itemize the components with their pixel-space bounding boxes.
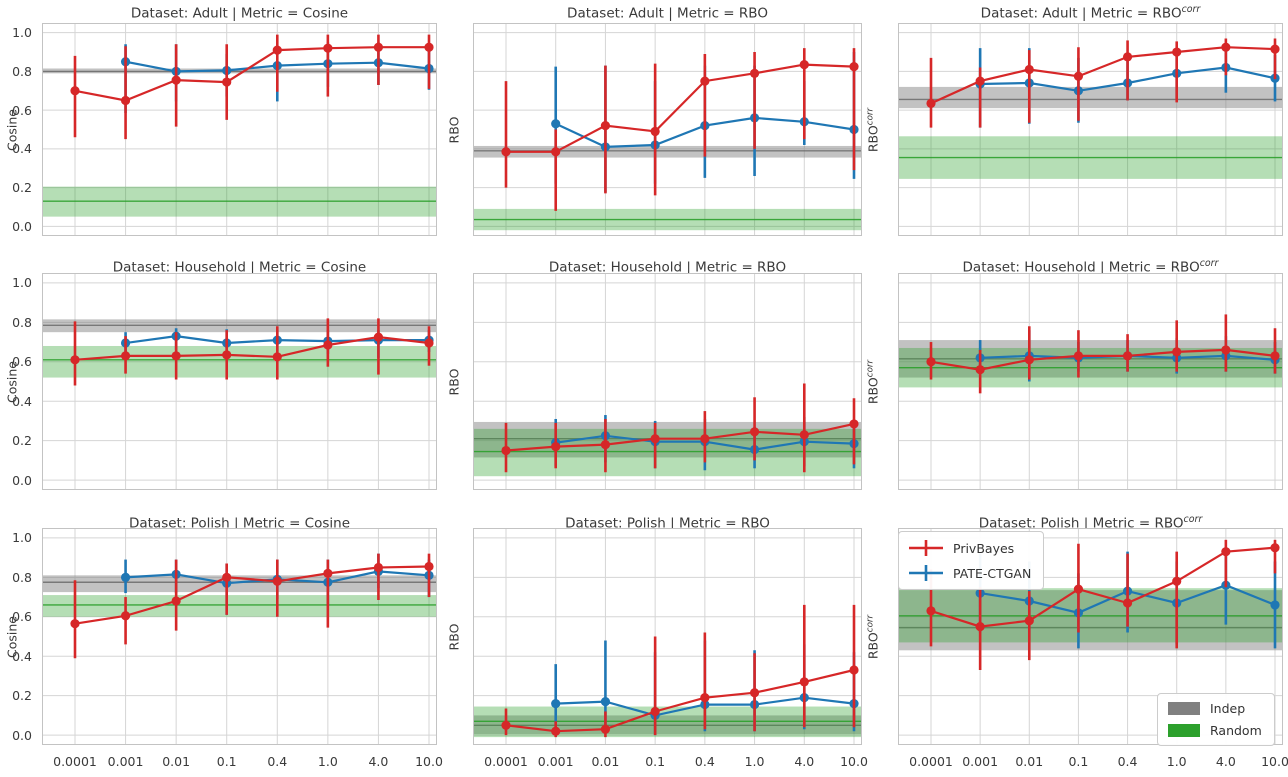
- x-tick-label: 0.4: [1117, 754, 1138, 769]
- x-tick-label: 0.0001: [53, 754, 97, 769]
- x-tick-label: 4.0: [368, 754, 389, 769]
- plot-title: Dataset: Polish | Metric = RBO: [565, 515, 770, 532]
- series-legend: PrivBayes PATE-CTGAN: [898, 531, 1045, 590]
- y-axis-label: RBO: [446, 623, 462, 650]
- y-axis-label: RBOcorr: [865, 359, 881, 404]
- plot-area-adult-cosine: [42, 23, 437, 236]
- x-tick-label: 1.0: [744, 754, 765, 769]
- random-swatch: [1168, 724, 1200, 737]
- plot-title: Dataset: Polish | Metric = Cosine: [128, 515, 351, 532]
- plot-area-household-rbo: [473, 273, 862, 490]
- subplot-household-rbo: Dataset: Household | Metric = RBO RBO: [440, 250, 865, 510]
- legend-label-privbayes: PrivBayes: [953, 540, 1015, 556]
- x-tick-label: 1.0: [317, 754, 338, 769]
- legend-item-privbayes: PrivBayes: [909, 539, 1031, 557]
- y-tick-label: 0.0: [12, 472, 32, 488]
- y-tick-labels: 1.0 0.8 0.6 0.4 0.2 0.0: [0, 528, 40, 745]
- plot-title: Dataset: Adult | Metric = RBOcorr: [980, 4, 1201, 22]
- y-tick-label: 1.0: [12, 275, 32, 291]
- x-tick-label: 0.001: [537, 754, 574, 769]
- x-tick-label: 0.0001: [484, 754, 528, 769]
- plot-title: Dataset: Household | Metric = RBOcorr: [962, 258, 1219, 276]
- x-tick-label: 0.001: [962, 754, 999, 769]
- y-tick-label: 0.2: [12, 433, 32, 449]
- subplot-polish-rbo-corr: Dataset: Polish | Metric = RBOcorr RBOco…: [865, 510, 1288, 777]
- x-tick-label: 10.0: [1261, 754, 1288, 769]
- x-tick-label: 0.01: [1015, 754, 1044, 769]
- x-tick-labels: 0.0001 0.001 0.01 0.1 0.4 1.0 4.0 10.0: [42, 754, 443, 776]
- plot-area-polish-cosine: [42, 528, 437, 745]
- legend-item-random: Random: [1168, 723, 1262, 738]
- legend-item-indep: Indep: [1168, 701, 1262, 716]
- x-tick-label: 0.4: [694, 754, 715, 769]
- x-tick-label: 4.0: [1215, 754, 1236, 769]
- x-tick-label: 10.0: [415, 754, 443, 769]
- legend-label-indep: Indep: [1210, 701, 1246, 716]
- x-tick-label: 0.4: [267, 754, 288, 769]
- subplot-adult-cosine: Dataset: Adult | Metric = Cosine Cosine …: [0, 0, 440, 250]
- x-tick-label: 0.01: [591, 754, 620, 769]
- pate-ctgan-errorbar-icon: [909, 565, 943, 581]
- plot-title: Dataset: Household | Metric = RBO: [548, 259, 787, 276]
- x-tick-labels: 0.0001 0.001 0.01 0.1 0.4 1.0 4.0 10.0: [473, 754, 868, 776]
- plot-area-household-cosine: [42, 273, 437, 490]
- x-tick-label: 0.01: [162, 754, 191, 769]
- y-tick-label: 0.6: [12, 102, 32, 118]
- x-tick-label: 10.0: [840, 754, 868, 769]
- x-tick-label: 0.1: [216, 754, 237, 769]
- plot-area-adult-rbo: [473, 23, 862, 236]
- y-tick-label: 0.4: [12, 141, 32, 157]
- y-tick-label: 0.2: [12, 180, 32, 196]
- y-axis-label: RBOcorr: [865, 614, 881, 659]
- y-tick-labels: 1.0 0.8 0.6 0.4 0.2 0.0: [0, 273, 40, 490]
- y-axis-label: RBOcorr: [865, 107, 881, 152]
- plot-title: Dataset: Adult | Metric = RBO: [567, 5, 768, 22]
- subplot-household-cosine: Dataset: Household | Metric = Cosine Cos…: [0, 250, 440, 510]
- y-tick-label: 0.8: [12, 63, 32, 79]
- y-tick-label: 0.2: [12, 688, 32, 704]
- plot-area-household-rbo-corr: [898, 273, 1283, 490]
- x-tick-labels: 0.0001 0.001 0.01 0.1 0.4 1.0 4.0 10.0: [898, 754, 1288, 776]
- subplot-polish-rbo: Dataset: Polish | Metric = RBO RBO 0.000…: [440, 510, 868, 777]
- legend-item-pate-ctgan: PATE-CTGAN: [909, 564, 1031, 582]
- subplot-adult-rbo: Dataset: Adult | Metric = RBO RBO: [440, 0, 865, 250]
- legend-label-random: Random: [1210, 723, 1262, 738]
- plot-title: Dataset: Polish | Metric = RBOcorr: [978, 514, 1203, 532]
- y-tick-label: 0.8: [12, 569, 32, 585]
- y-tick-label: 0.0: [12, 218, 32, 234]
- subplot-adult-rbo-corr: Dataset: Adult | Metric = RBOcorr RBOcor…: [865, 0, 1288, 250]
- plot-area-adult-rbo-corr: [898, 23, 1283, 236]
- y-tick-label: 0.0: [12, 727, 32, 743]
- privbayes-errorbar-icon: [909, 540, 943, 556]
- y-tick-label: 0.4: [12, 648, 32, 664]
- y-tick-label: 0.6: [12, 609, 32, 625]
- y-tick-label: 1.0: [12, 530, 32, 546]
- x-tick-label: 0.1: [1068, 754, 1089, 769]
- y-axis-label: RBO: [446, 368, 462, 395]
- legend-label-pate-ctgan: PATE-CTGAN: [953, 565, 1032, 581]
- subplot-household-rbo-corr: Dataset: Household | Metric = RBOcorr RB…: [865, 250, 1288, 510]
- y-axis-label: RBO: [446, 116, 462, 143]
- x-tick-label: 1.0: [1166, 754, 1187, 769]
- bands-legend: Indep Random: [1157, 693, 1275, 746]
- x-tick-label: 0.001: [107, 754, 144, 769]
- y-tick-label: 1.0: [12, 25, 32, 41]
- indep-swatch: [1168, 702, 1200, 715]
- plot-title: Dataset: Adult | Metric = Cosine: [130, 5, 349, 22]
- plot-area-polish-rbo: [473, 528, 862, 745]
- y-tick-label: 0.4: [12, 393, 32, 409]
- plot-title: Dataset: Household | Metric = Cosine: [112, 259, 367, 276]
- y-tick-label: 0.6: [12, 354, 32, 370]
- y-tick-label: 0.8: [12, 314, 32, 330]
- x-tick-label: 4.0: [794, 754, 815, 769]
- x-tick-label: 0.0001: [909, 754, 953, 769]
- y-tick-labels: 1.0 0.8 0.6 0.4 0.2 0.0: [0, 23, 40, 236]
- x-tick-label: 0.1: [645, 754, 666, 769]
- subplot-polish-cosine: Dataset: Polish | Metric = Cosine Cosine…: [0, 510, 443, 777]
